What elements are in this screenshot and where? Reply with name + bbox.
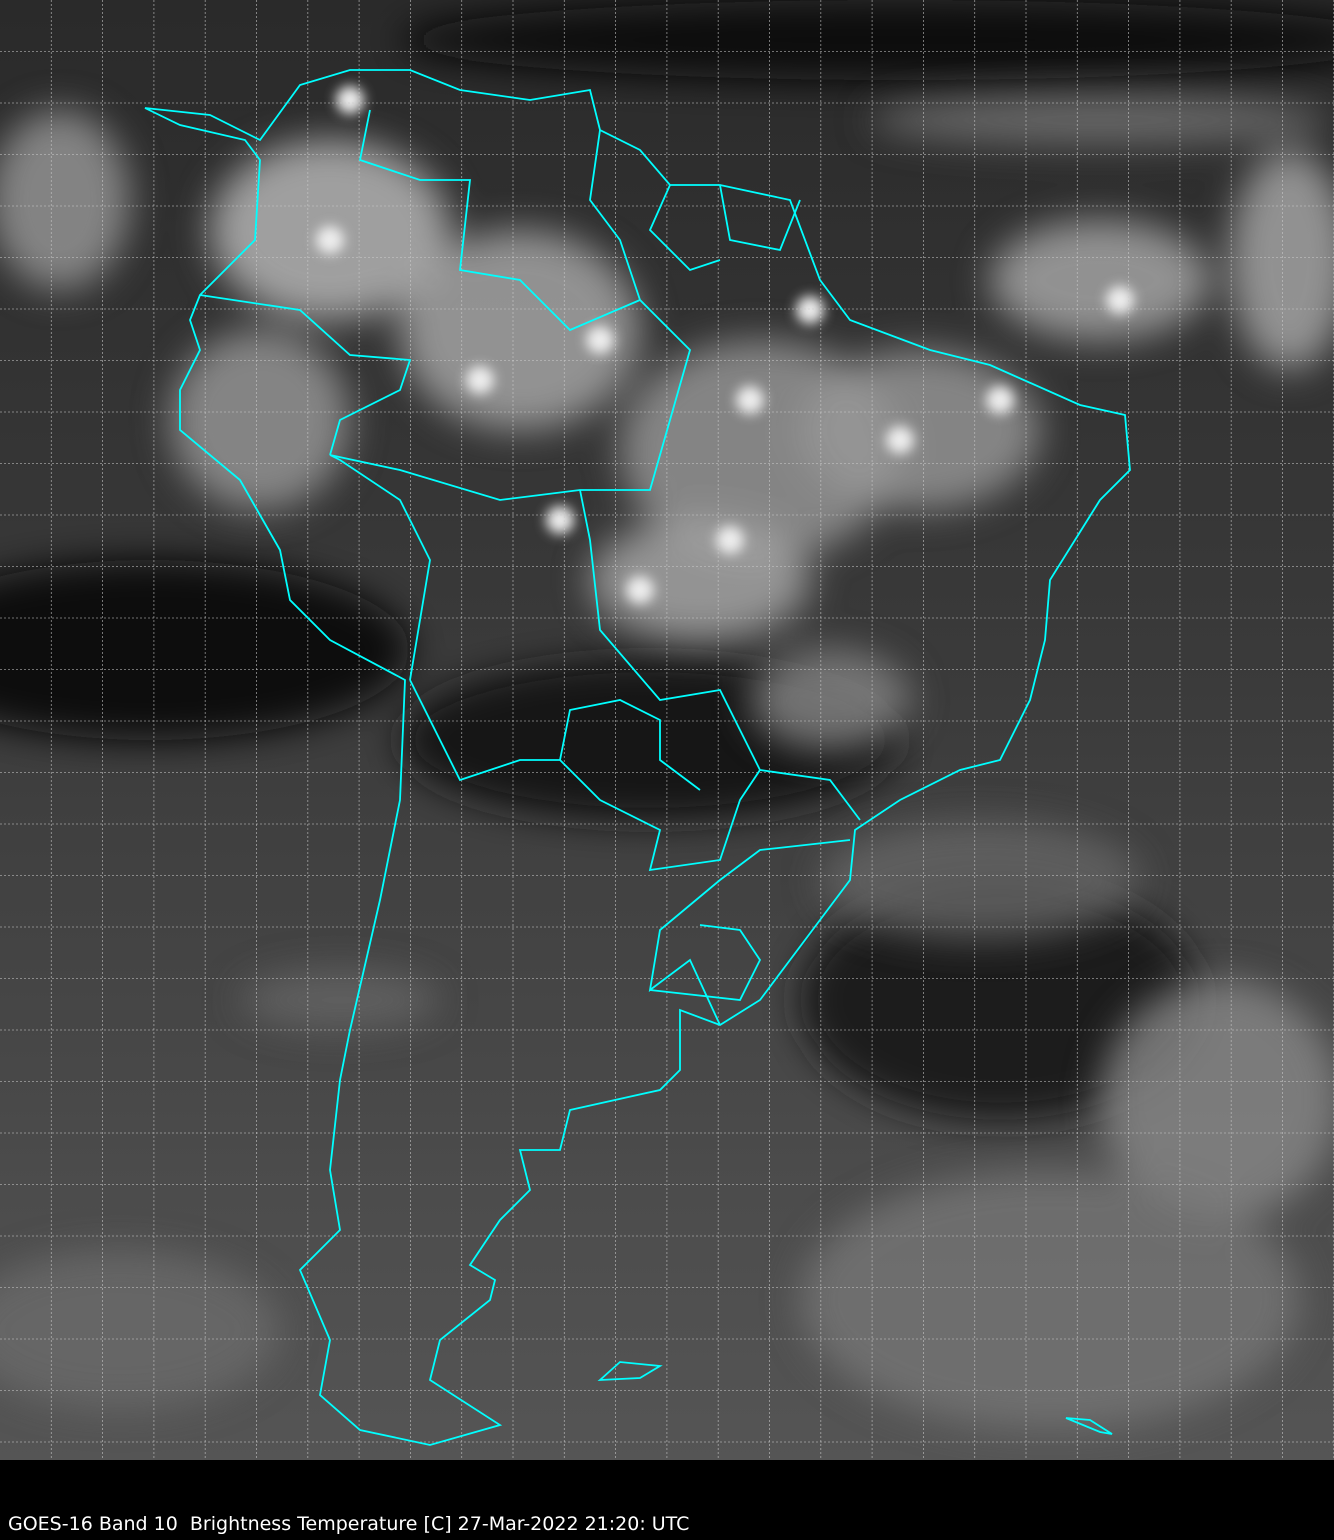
cloud — [170, 330, 350, 510]
cloud — [0, 1250, 280, 1410]
convective-cell — [1106, 286, 1134, 314]
convective-cell — [986, 386, 1014, 414]
cloud — [240, 970, 440, 1030]
convective-cell — [466, 366, 494, 394]
convective-cell — [886, 426, 914, 454]
satellite-map — [0, 0, 1334, 1460]
cloud-regions — [0, 95, 1334, 1430]
convective-cell — [546, 506, 574, 534]
borders — [144, 69, 1131, 1446]
cloud — [400, 230, 640, 430]
convective-cell — [586, 326, 614, 354]
cloud — [820, 820, 1140, 940]
cloud — [750, 650, 910, 750]
convective-cell — [336, 86, 364, 114]
convective-cell — [716, 526, 744, 554]
cloud — [990, 220, 1210, 340]
image-caption: GOES-16 Band 10 Brightness Temperature [… — [8, 1513, 690, 1535]
cloud — [800, 1170, 1300, 1430]
cloud — [0, 110, 130, 290]
convective-cell — [796, 296, 824, 324]
convective-cell — [316, 226, 344, 254]
cloud — [590, 520, 810, 640]
continent-coastline — [144, 69, 1131, 1446]
cloud — [1230, 150, 1334, 370]
cloud — [870, 95, 1330, 145]
cloud — [1100, 980, 1334, 1220]
convective-cell — [736, 386, 764, 414]
cloud — [800, 350, 1040, 510]
islands — [597, 1361, 1113, 1435]
country-borders — [199, 109, 861, 1026]
lat-lon-grid — [0, 0, 1334, 1460]
convective-cells — [316, 86, 1134, 604]
convective-cell — [626, 576, 654, 604]
